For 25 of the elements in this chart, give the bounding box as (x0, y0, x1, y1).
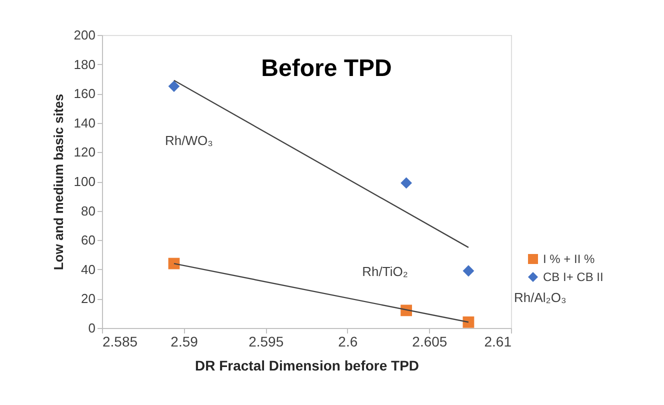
text: Before TPD (261, 55, 392, 82)
y-tick-label: 200 (74, 28, 96, 42)
annotation: Rh/WO₃ (165, 133, 213, 148)
annotation: Rh/TiO₂ (362, 264, 408, 279)
y-tick-label: 180 (74, 56, 96, 72)
y-tick-label: 100 (74, 174, 96, 189)
x-tick-label: 2.6 (338, 334, 358, 350)
legend-label: CB I+ CB II (543, 270, 604, 284)
y-tick-label: 140 (74, 115, 96, 130)
y-tick-label: 120 (74, 144, 96, 160)
y-tick-label: 0 (88, 320, 96, 336)
y-tick-label: 60 (81, 232, 96, 248)
x-tick-label: 2.585 (102, 334, 138, 350)
x-tick-label: 2.59 (170, 334, 198, 350)
y-tick-label: 80 (81, 203, 96, 218)
text: Rh/Al₂O₃ (514, 290, 566, 305)
x-tick-label: 2.61 (484, 334, 512, 350)
y-tick-label: 160 (74, 86, 96, 102)
x-tick-label: 2.595 (248, 334, 284, 350)
x-axis-title: DR Fractal Dimension before TPD (194, 358, 420, 374)
y-axis-title: Low and medium basic sites (50, 94, 66, 270)
legend-label: I % + II % (543, 252, 596, 266)
y-tick-label: 20 (81, 291, 96, 306)
x-tick-label: 2.605 (412, 334, 448, 350)
y-tick-label: 40 (81, 262, 96, 277)
